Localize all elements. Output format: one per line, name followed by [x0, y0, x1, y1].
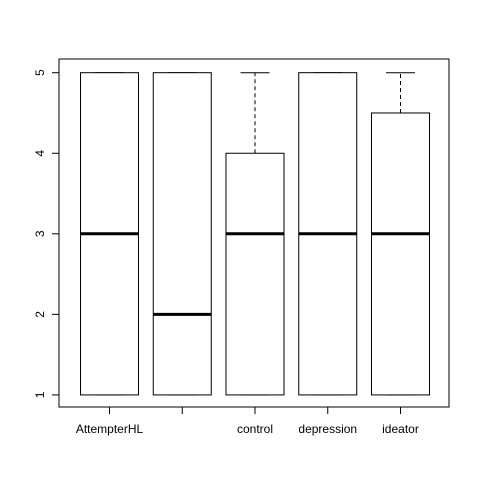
x-tick-label: AttempterHL	[76, 422, 144, 436]
y-tick-label: 3	[33, 230, 47, 237]
box-group	[225, 72, 285, 396]
x-tick-label: ideator	[382, 422, 419, 436]
box-group	[152, 72, 212, 396]
x-axis: AttempterHL control depression ideator	[76, 406, 419, 436]
x-tick-label: control	[237, 422, 273, 436]
x-tick-label: depression	[298, 422, 357, 436]
boxes	[80, 72, 430, 396]
box-group	[371, 72, 430, 396]
y-tick-label: 4	[33, 150, 47, 157]
y-tick-label: 1	[33, 391, 47, 398]
y-tick-label: 5	[33, 69, 47, 76]
box-group	[80, 72, 139, 396]
box	[371, 112, 430, 396]
y-tick-label: 2	[33, 311, 47, 318]
box-group	[298, 72, 358, 396]
box	[225, 152, 285, 396]
box	[152, 72, 212, 396]
y-axis: 1 2 3 4 5	[33, 69, 60, 398]
